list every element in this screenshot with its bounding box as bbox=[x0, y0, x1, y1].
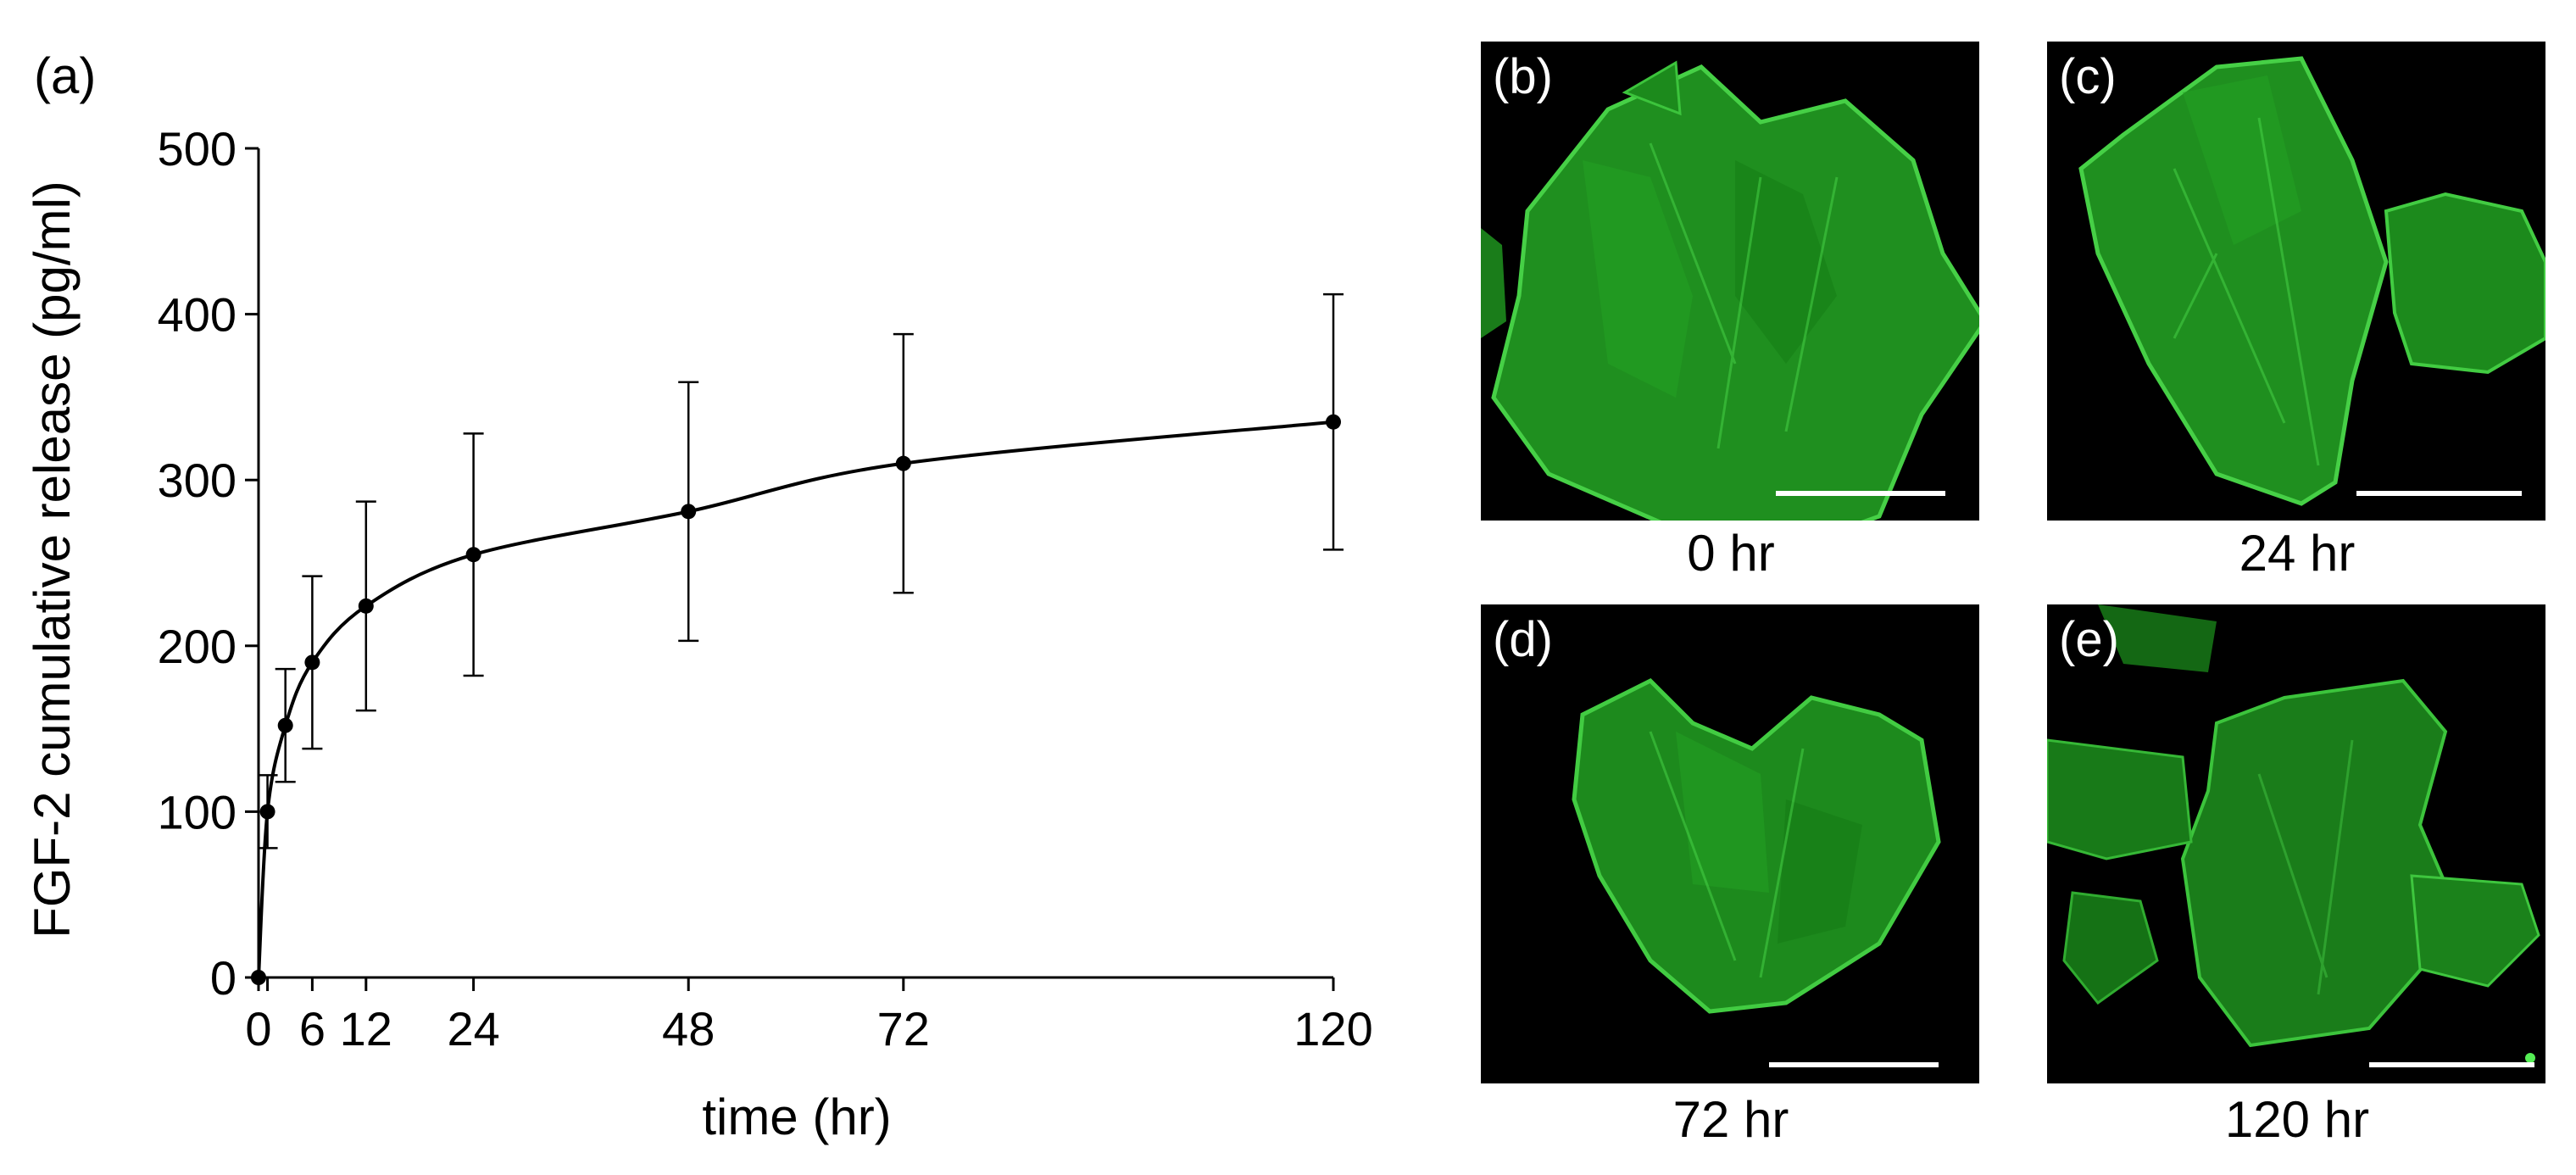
data-point bbox=[1326, 414, 1341, 430]
panel-label-a: (a) bbox=[34, 47, 96, 104]
x-axis-label: time (hr) bbox=[702, 1089, 891, 1145]
micrograph-panel-e: (e) bbox=[2047, 604, 2545, 1083]
x-tick-label: 120 bbox=[1294, 1002, 1372, 1055]
data-point bbox=[259, 804, 275, 820]
data-point bbox=[304, 654, 320, 671]
panel-label-b: (b) bbox=[1493, 49, 1553, 104]
series-line bbox=[257, 420, 1334, 978]
caption-b: 0 hr bbox=[1687, 525, 1775, 582]
x-tick-label: 48 bbox=[662, 1002, 715, 1055]
panel-label-c: (c) bbox=[2059, 49, 2117, 104]
data-point bbox=[681, 504, 697, 520]
y-tick-label: 0 bbox=[210, 951, 236, 1005]
scale-bar-d bbox=[1769, 1062, 1939, 1067]
panel-label-e: (e) bbox=[2059, 612, 2119, 667]
x-tick-label: 24 bbox=[447, 1002, 499, 1055]
fluorescent-sample-image-b bbox=[1481, 60, 1979, 521]
data-point bbox=[251, 970, 266, 985]
y-axis-label: FGF-2 cumulative release (pg/ml) bbox=[24, 181, 81, 938]
data-point bbox=[277, 717, 293, 733]
x-tick-label: 12 bbox=[340, 1002, 392, 1055]
micrograph-panel-b: (b) bbox=[1481, 42, 1979, 521]
y-tick-label: 400 bbox=[158, 288, 236, 342]
fluorescent-sample-image-e bbox=[2047, 604, 2540, 1063]
micrograph-panel-d: (d) bbox=[1481, 604, 1979, 1083]
y-tick-label: 200 bbox=[158, 620, 236, 673]
scale-bar-e bbox=[2369, 1062, 2534, 1067]
fluorescent-sample-image-d bbox=[1572, 677, 1941, 1014]
x-tick-label: 72 bbox=[877, 1002, 930, 1055]
data-point bbox=[895, 455, 911, 471]
y-tick-label: 500 bbox=[158, 122, 236, 175]
data-point bbox=[465, 547, 481, 563]
y-tick-label: 300 bbox=[158, 454, 236, 507]
data-point bbox=[358, 598, 374, 614]
caption-d: 72 hr bbox=[1672, 1091, 1789, 1148]
micrograph-panel-c: (c) bbox=[2047, 42, 2545, 521]
x-tick-label: 6 bbox=[299, 1002, 325, 1055]
scale-bar-c bbox=[2356, 491, 2522, 496]
scale-bar-b bbox=[1776, 491, 1945, 496]
x-tick-label: 0 bbox=[245, 1002, 271, 1055]
fluorescent-sample-image-c bbox=[2078, 56, 2545, 506]
y-tick-label: 100 bbox=[158, 785, 236, 838]
caption-e: 120 hr bbox=[2224, 1091, 2370, 1148]
panel-label-d: (d) bbox=[1493, 612, 1553, 667]
caption-c: 24 hr bbox=[2239, 525, 2356, 582]
